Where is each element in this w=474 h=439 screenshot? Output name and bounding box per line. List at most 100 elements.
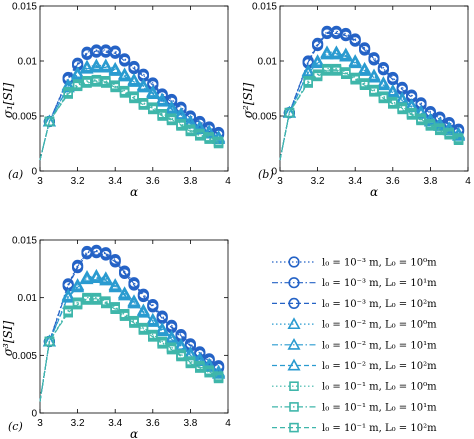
data-point bbox=[414, 106, 428, 119]
data-point bbox=[110, 304, 120, 315]
data-point bbox=[63, 89, 73, 99]
y-tick-label: 0.005 bbox=[252, 112, 277, 123]
data-point bbox=[101, 78, 111, 88]
series-8 bbox=[39, 295, 224, 402]
data-point bbox=[350, 74, 361, 85]
data-point bbox=[284, 107, 295, 118]
data-point bbox=[376, 78, 390, 91]
legend-marker bbox=[289, 381, 299, 392]
x-tick-label: 3 bbox=[37, 176, 43, 187]
data-point bbox=[72, 299, 83, 310]
series-line bbox=[279, 30, 459, 161]
series-line bbox=[39, 80, 219, 161]
y-tick-label: 0.005 bbox=[12, 351, 37, 362]
data-point bbox=[129, 93, 139, 104]
series-line bbox=[39, 51, 219, 161]
data-point bbox=[303, 78, 314, 88]
series-3 bbox=[39, 268, 226, 402]
data-point bbox=[110, 82, 120, 93]
x-tick-label: 3.6 bbox=[146, 418, 160, 429]
data-point bbox=[176, 121, 186, 131]
data-point bbox=[166, 115, 177, 126]
data-point bbox=[195, 363, 205, 373]
data-point bbox=[118, 55, 131, 67]
data-point bbox=[82, 295, 92, 305]
data-point bbox=[101, 298, 111, 309]
y-tick-label: 0 bbox=[31, 167, 37, 178]
data-point bbox=[146, 87, 160, 99]
data-point bbox=[138, 325, 149, 335]
data-point bbox=[444, 129, 455, 140]
data-point bbox=[397, 104, 408, 115]
data-point bbox=[349, 35, 361, 47]
legend-marker bbox=[287, 317, 301, 330]
legend-label: l₀ = 10⁻³ m, L₀ = 10²m bbox=[322, 299, 437, 310]
data-point bbox=[119, 88, 130, 98]
data-point bbox=[416, 115, 426, 126]
legend-label: l₀ = 10⁻¹ m, L₀ = 10²m bbox=[322, 423, 437, 434]
legend-label: l₀ = 10⁻³ m, L₀ = 10¹m bbox=[322, 278, 437, 289]
data-point bbox=[80, 272, 94, 285]
series-line bbox=[279, 69, 459, 161]
data-point bbox=[312, 39, 324, 52]
series-line bbox=[279, 68, 459, 161]
data-point bbox=[136, 80, 150, 93]
data-point bbox=[127, 296, 141, 309]
data-point bbox=[99, 273, 113, 286]
chart-panel-a: 3 3.2 3.4 3.6 3.8 4 0 0.005 0.01 0.015 α σ₁[SI] (a) bbox=[1, 2, 231, 200]
data-point bbox=[213, 138, 224, 149]
plot-frame bbox=[39, 239, 229, 414]
data-point bbox=[71, 280, 85, 293]
data-point bbox=[157, 338, 167, 349]
legend-entry: l₀ = 10⁻¹ m, L₀ = 10⁰m bbox=[272, 381, 437, 393]
x-tick-label: 3.2 bbox=[311, 176, 325, 187]
data-point bbox=[148, 332, 158, 342]
legend-marker bbox=[289, 402, 299, 412]
data-point bbox=[118, 69, 132, 82]
series-line bbox=[39, 297, 219, 402]
data-point bbox=[204, 367, 214, 378]
x-tick-label: 3.8 bbox=[183, 418, 197, 429]
data-point bbox=[109, 256, 121, 268]
legend-marker bbox=[287, 358, 301, 371]
legend-entry: l₀ = 10⁻¹ m, L₀ = 10¹m bbox=[272, 402, 437, 413]
panel-label: (a) bbox=[8, 168, 23, 181]
panel-label: (c) bbox=[8, 420, 23, 433]
data-point bbox=[340, 69, 351, 79]
data-point bbox=[406, 110, 417, 120]
series-2 bbox=[39, 46, 225, 161]
data-point bbox=[425, 121, 436, 131]
series-line bbox=[279, 32, 459, 161]
legend-marker bbox=[289, 422, 299, 433]
legend-entry: l₀ = 10⁻² m, L₀ = 10¹m bbox=[272, 337, 437, 351]
y-axis-label: σ³[SI] bbox=[1, 321, 15, 357]
data-point bbox=[185, 126, 196, 137]
data-point bbox=[129, 318, 139, 328]
data-point bbox=[127, 75, 141, 87]
x-tick-label: 3.4 bbox=[108, 176, 122, 187]
legend-marker bbox=[288, 297, 300, 310]
y-axis-label: σ²[SI] bbox=[241, 83, 255, 119]
legend-marker bbox=[288, 256, 300, 268]
data-point bbox=[195, 131, 205, 141]
data-point bbox=[119, 311, 130, 321]
x-tick-label: 3.4 bbox=[108, 418, 122, 429]
data-point bbox=[367, 70, 381, 83]
series-4 bbox=[39, 270, 226, 402]
data-point bbox=[109, 47, 121, 59]
data-point bbox=[340, 30, 352, 42]
data-point bbox=[128, 279, 140, 291]
data-point bbox=[368, 54, 380, 66]
data-point bbox=[358, 64, 372, 76]
data-point bbox=[80, 61, 94, 74]
series-5 bbox=[39, 271, 226, 402]
data-point bbox=[320, 47, 334, 60]
legend-entry: l₀ = 10⁻² m, L₀ = 10⁰m bbox=[272, 317, 437, 331]
y-tick-label: 0.01 bbox=[258, 57, 278, 68]
data-point bbox=[118, 288, 132, 301]
legend-entry: l₀ = 10⁻² m, L₀ = 10²m bbox=[272, 358, 437, 372]
legend-label: l₀ = 10⁻² m, L₀ = 10⁰m bbox=[322, 320, 437, 331]
data-point bbox=[369, 87, 379, 97]
series-line bbox=[39, 276, 219, 402]
x-tick-label: 3.4 bbox=[348, 176, 362, 187]
